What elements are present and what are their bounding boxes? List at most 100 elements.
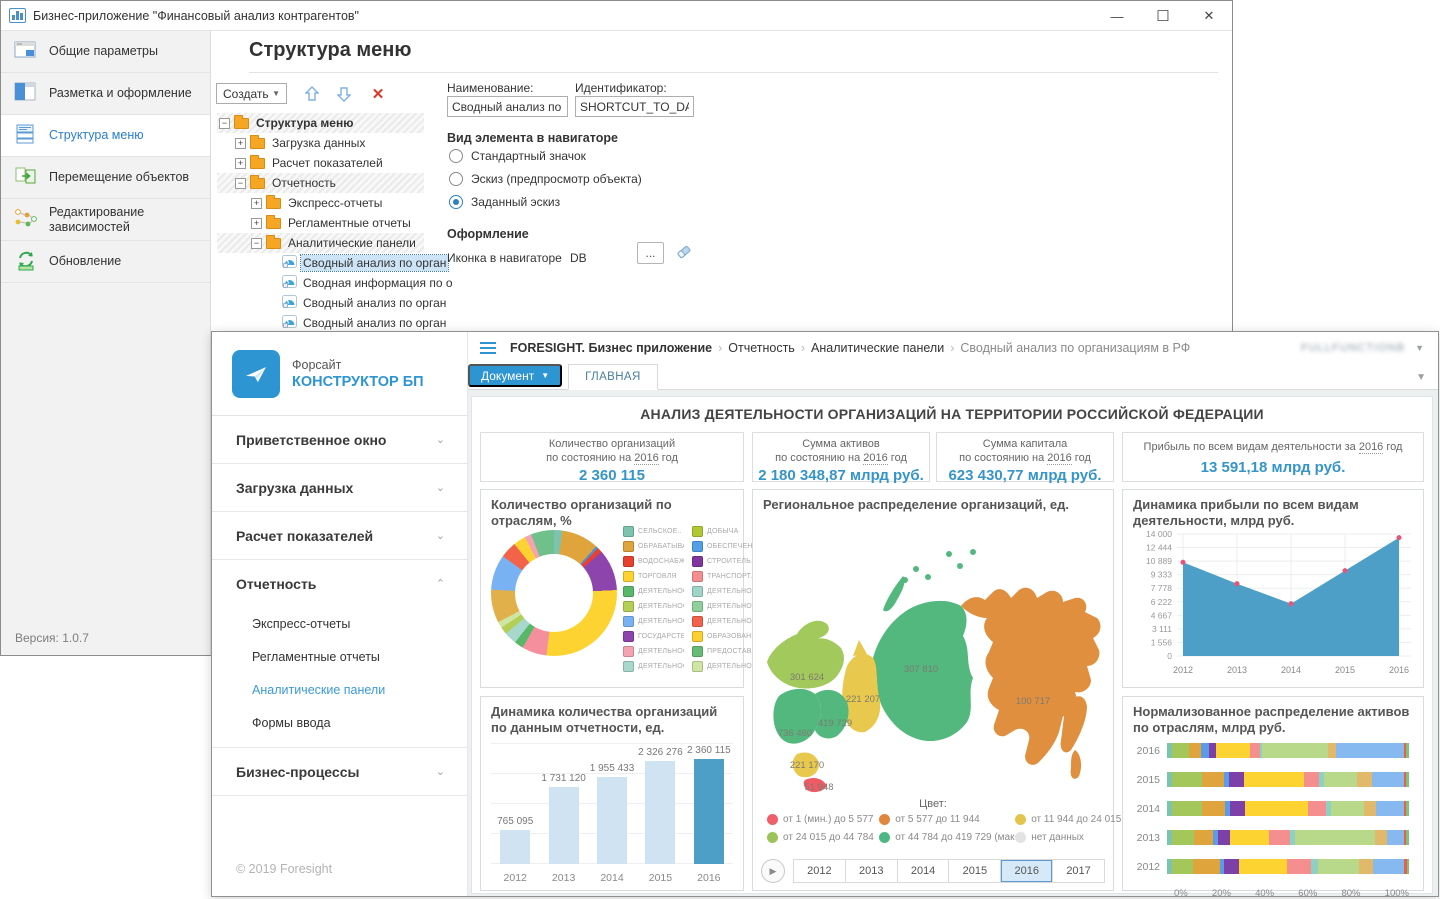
play-icon[interactable]: ▶ [761,859,785,883]
folder-icon [266,234,281,249]
tree-leaf[interactable]: Сводный анализ по орган [217,313,446,333]
nav-section-header[interactable]: Бизнес-процессы ⌄ [212,748,467,795]
legend-swatch [623,556,634,567]
bar[interactable] [500,830,531,864]
region-sakhalin[interactable] [1070,750,1082,779]
expand-icon[interactable]: + [251,197,262,209]
bar[interactable] [597,777,628,864]
logo: Форсайт КОНСТРУКТОР БП [212,332,467,416]
tree-node[interactable]: − Отчетность [217,173,424,193]
create-button[interactable]: Создать ▼ [216,83,287,104]
legend-label: от 44 784 до 419 729 (макс.) [895,832,1026,843]
nav-section-header[interactable]: Расчет показателей ⌄ [212,512,467,559]
collapse-icon[interactable]: − [219,117,230,129]
breadcrumb-item[interactable]: Отчетность [728,340,795,355]
tree-node[interactable]: + Экспресс-отчеты [217,193,424,213]
bar[interactable] [693,759,724,864]
maximize-button[interactable]: ☐ [1156,8,1170,25]
tree-leaf[interactable]: Сводная информация по о [217,273,453,293]
region-siberia[interactable] [873,600,973,742]
move-down-icon[interactable] [331,83,357,104]
sidebar-item-layout[interactable]: Разметка и оформление [1,73,210,115]
move-up-icon[interactable] [299,83,325,104]
expand-icon[interactable]: + [235,157,246,169]
radio-label: Стандартный значок [471,149,586,163]
delete-icon[interactable]: ✕ [371,85,385,103]
tree-node[interactable]: + Регламентные отчеты [217,213,424,233]
browse-button[interactable]: ... [637,242,664,264]
folder-icon [250,134,265,149]
region-far-east[interactable] [961,587,1101,765]
stacked-bar[interactable] [1167,772,1409,787]
stacked-bar[interactable] [1167,859,1409,874]
region-volga[interactable] [815,689,849,739]
stacked-bar[interactable] [1167,830,1409,845]
eraser-icon[interactable] [675,243,693,264]
identifier-input[interactable] [575,96,694,117]
breadcrumb-item[interactable]: Аналитические панели [811,340,945,355]
hamburger-icon[interactable] [480,341,496,354]
legend-item: СТРОИТЕЛЬ.. [692,556,753,567]
stacked-bar[interactable] [1167,743,1409,758]
tab-main[interactable]: ГЛАВНАЯ [568,364,658,390]
nav-section-header[interactable]: Приветственное окно ⌄ [212,416,467,463]
tree-node[interactable]: − Аналитические панели [217,233,424,253]
radio-icon[interactable] [449,149,463,163]
tree-leaf[interactable]: Сводный анализ по орган [217,293,446,313]
region-south[interactable] [792,752,819,778]
expand-icon[interactable]: + [235,137,246,149]
timeline-year[interactable]: 2012 [794,860,846,882]
nav-item[interactable]: Регламентные отчеты [252,649,380,664]
sidebar-item-move-objects[interactable]: Перемещение объектов [1,157,210,199]
svg-text:0: 0 [1167,651,1172,661]
stacked-bar[interactable] [1167,801,1409,816]
folder-icon [250,174,265,189]
timeline-year[interactable]: 2016 [1001,860,1054,882]
region-kamchatka[interactable] [1060,696,1087,753]
radio-option[interactable]: Эскиз (предпросмотр объекта) [449,172,642,186]
bar-value-label: 2 326 276 [638,747,683,758]
sidebar-item-form[interactable]: Общие параметры [1,31,210,73]
radio-icon[interactable] [449,172,463,186]
collapse-icon[interactable]: − [251,237,262,249]
radio-checked-icon[interactable] [449,195,463,209]
window-title: Бизнес-приложение "Финансовый анализ кон… [33,8,359,23]
tree-node[interactable]: + Расчет показателей [217,153,424,173]
timeline-year[interactable]: 2014 [898,860,950,882]
nav-section-header[interactable]: Загрузка данных ⌄ [212,464,467,511]
radio-option[interactable]: Заданный эскиз [449,195,560,209]
region-northwest[interactable] [767,620,844,689]
tree-node[interactable]: − Структура меню [217,113,424,133]
bar[interactable] [645,761,676,864]
nav-item[interactable]: Экспресс-отчеты [252,616,351,631]
tree-node[interactable]: + Загрузка данных [217,133,424,153]
timeline-year[interactable]: 2015 [949,860,1002,882]
sidebar-item-menu-structure[interactable]: Структура меню [1,115,210,157]
sidebar-item-dependencies[interactable]: Редактирование зависимостей [1,199,210,241]
ribbon-collapse-icon[interactable]: ▼ [1416,372,1426,383]
document-menu-button[interactable]: Документ ▼ [468,364,563,387]
expand-icon[interactable]: + [251,217,262,229]
timeline-year[interactable]: 2013 [846,860,898,882]
close-button[interactable]: ✕ [1203,8,1215,23]
sidebar-item-refresh[interactable]: Обновление [1,241,210,283]
region-ural[interactable] [842,640,881,733]
legend-swatch [692,661,703,672]
collapse-icon[interactable]: − [235,177,246,189]
region-central[interactable] [773,688,821,744]
minimize-button[interactable]: — [1110,8,1124,24]
region-north-caucasus[interactable] [803,778,827,793]
nav-item[interactable]: Формы ввода [252,715,331,730]
breadcrumb-app[interactable]: FORESIGHT. Бизнес приложение [510,340,713,355]
legend-item: ДЕЯТЕЛЬНО.. [692,586,753,597]
user-menu-caret-icon[interactable]: ▼ [1415,342,1424,353]
tree-leaf[interactable]: Сводный анализ по орган [217,253,450,273]
bar[interactable] [548,787,579,864]
name-input[interactable] [447,96,568,117]
map-legend-item: от 11 944 до 24 015 [1015,814,1121,825]
nav-section-header[interactable]: Отчетность ⌃ [212,560,467,607]
nav-section-label: Бизнес-процессы [236,763,360,780]
nav-item[interactable]: Аналитические панели [252,682,386,697]
radio-option[interactable]: Стандартный значок [449,149,586,163]
timeline-year[interactable]: 2017 [1066,865,1091,877]
